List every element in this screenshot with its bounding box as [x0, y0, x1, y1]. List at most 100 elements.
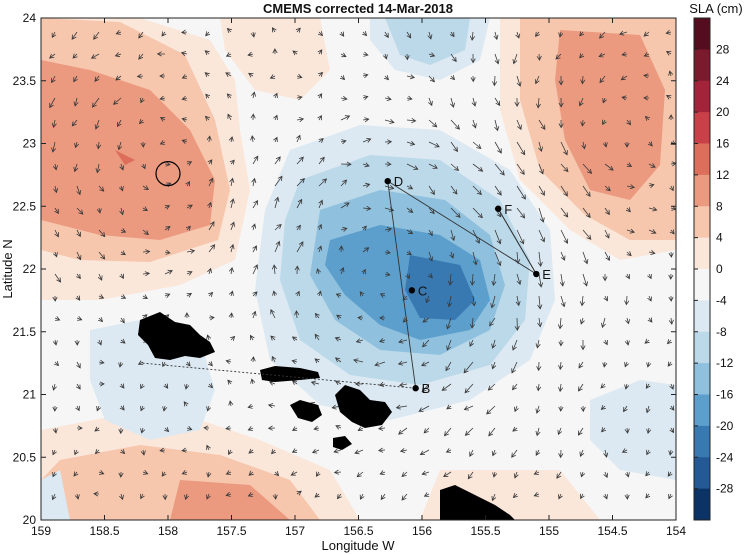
- current-arrow: [646, 361, 652, 368]
- current-arrow: [180, 29, 188, 35]
- current-arrow: [317, 71, 324, 77]
- current-arrow: [514, 97, 520, 108]
- current-arrow: [274, 156, 281, 165]
- current-arrow: [560, 295, 566, 308]
- current-arrow: [580, 75, 586, 85]
- current-arrow: [395, 404, 408, 410]
- current-arrow: [204, 50, 210, 56]
- colorbar-tick-label: 28: [716, 42, 730, 56]
- colorbar-segment: [694, 143, 710, 176]
- colorbar-segment: [694, 394, 710, 427]
- current-arrow: [161, 471, 167, 477]
- current-arrow: [97, 339, 102, 346]
- current-arrow: [180, 51, 188, 57]
- current-arrow: [538, 207, 545, 223]
- current-arrow: [535, 405, 541, 414]
- current-arrow: [161, 31, 167, 37]
- current-arrow: [645, 405, 651, 414]
- current-arrow: [186, 292, 193, 298]
- station-e-label: E: [542, 267, 551, 282]
- current-arrow: [208, 177, 214, 187]
- current-arrow: [488, 427, 496, 437]
- current-arrow: [427, 273, 433, 279]
- current-arrow: [181, 95, 188, 101]
- current-arrow: [291, 448, 298, 453]
- current-arrow: [361, 225, 367, 231]
- current-arrow: [52, 427, 58, 434]
- current-arrow: [463, 361, 474, 374]
- colorbar-tick-label: 4: [716, 231, 723, 245]
- current-arrow: [226, 93, 232, 99]
- current-arrow: [602, 141, 608, 148]
- current-arrow: [118, 427, 124, 435]
- current-arrow: [164, 249, 171, 255]
- current-arrow: [406, 95, 413, 101]
- current-arrow: [313, 425, 320, 431]
- current-arrow: [428, 251, 434, 262]
- current-arrow: [560, 207, 569, 218]
- current-arrow: [446, 339, 452, 351]
- current-arrow: [579, 31, 585, 37]
- current-arrow: [52, 295, 58, 302]
- current-arrow: [273, 92, 278, 99]
- current-arrow: [97, 273, 103, 281]
- current-arrow: [579, 317, 585, 325]
- current-arrow: [315, 471, 321, 477]
- y-tick-label: 20.5: [13, 450, 37, 464]
- current-arrow: [251, 177, 257, 187]
- current-arrow: [643, 52, 650, 57]
- colorbar-segment: [694, 457, 710, 490]
- current-arrow: [580, 471, 586, 478]
- current-arrow: [51, 75, 56, 84]
- current-arrow: [578, 97, 584, 107]
- circle-marker: [155, 161, 181, 187]
- current-arrow: [406, 117, 417, 124]
- current-arrow: [140, 141, 146, 148]
- x-tick-label: 158.5: [89, 524, 119, 538]
- current-arrow: [421, 361, 430, 367]
- current-arrow: [205, 93, 211, 99]
- current-arrow: [74, 493, 80, 500]
- current-arrow: [669, 427, 675, 434]
- colorbar-segment: [694, 300, 710, 333]
- current-arrow: [384, 139, 393, 145]
- current-arrow: [469, 449, 474, 457]
- current-arrow: [384, 185, 395, 190]
- current-arrow: [317, 31, 324, 37]
- current-arrow: [206, 135, 212, 143]
- current-arrow: [76, 207, 84, 215]
- current-arrow: [142, 249, 151, 255]
- current-arrow: [141, 163, 146, 170]
- current-arrow: [252, 199, 259, 209]
- current-arrow: [670, 161, 676, 167]
- current-arrow: [450, 97, 455, 108]
- current-arrow: [384, 271, 391, 277]
- current-arrow: [140, 383, 145, 390]
- colorbar-tick-label: -16: [716, 388, 734, 402]
- current-arrow: [339, 267, 345, 275]
- ship-track-segment: [142, 362, 416, 389]
- y-tick-label: 21.5: [13, 325, 37, 339]
- current-arrow: [353, 358, 364, 364]
- current-arrow: [272, 290, 278, 297]
- current-arrow: [138, 31, 144, 39]
- map-title: CMEMS corrected 14-Mar-2018: [263, 1, 453, 16]
- current-arrow: [579, 295, 585, 307]
- current-arrow: [516, 75, 522, 87]
- current-arrow: [225, 425, 232, 431]
- positive-anomaly-region-ne-8: [555, 30, 665, 200]
- current-arrow: [296, 224, 301, 231]
- current-arrow: [668, 273, 674, 280]
- current-arrow: [398, 338, 408, 344]
- current-arrow: [646, 427, 652, 435]
- current-arrow: [164, 161, 171, 167]
- current-arrow: [665, 50, 672, 56]
- current-arrow: [204, 72, 210, 78]
- current-arrow: [318, 178, 328, 187]
- colorbar-tick-label: 8: [716, 199, 723, 213]
- current-arrow: [228, 136, 234, 143]
- current-arrow: [227, 113, 233, 121]
- current-arrow: [667, 471, 673, 477]
- current-arrow: [560, 185, 568, 197]
- current-arrow: [49, 53, 56, 59]
